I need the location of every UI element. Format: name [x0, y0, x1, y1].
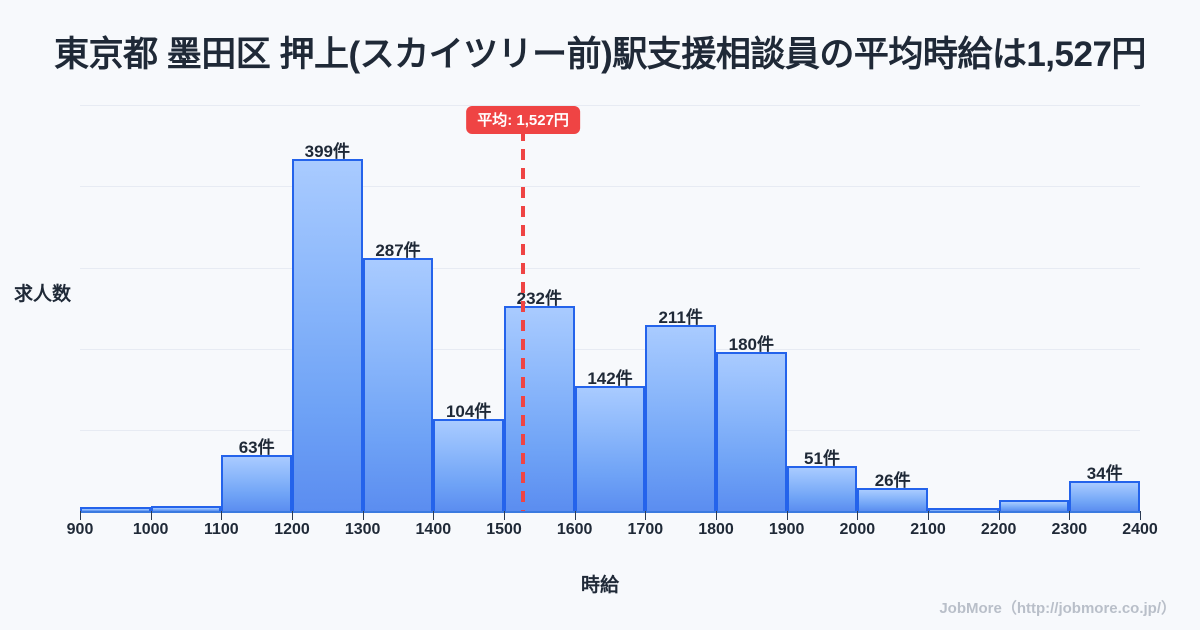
y-axis-title: 求人数	[14, 284, 72, 305]
x-axis-tick	[786, 511, 788, 520]
x-axis-tick	[716, 511, 717, 520]
bar[interactable]	[433, 419, 504, 511]
x-axis-tick	[362, 511, 364, 520]
x-axis-tick-label: 1300	[344, 521, 381, 538]
bar[interactable]	[716, 352, 787, 511]
average-badge: 平均: 1,527円	[466, 106, 580, 134]
x-axis-tick	[928, 511, 929, 520]
x-axis-tick	[504, 511, 505, 520]
gridline	[80, 105, 1140, 107]
bar-value-label: 232件	[516, 289, 563, 309]
x-axis-tick-label: 1800	[698, 521, 734, 538]
x-axis-tick-label: 2300	[1051, 521, 1088, 538]
gridline	[80, 348, 1140, 350]
bar[interactable]	[857, 488, 928, 511]
x-axis-tick	[433, 511, 435, 520]
x-axis-tick-label: 1100	[203, 521, 239, 538]
bar[interactable]	[150, 505, 222, 511]
x-axis-tick	[998, 511, 1000, 520]
x-axis-tick	[574, 511, 576, 520]
bar[interactable]	[504, 306, 575, 511]
x-axis-tick	[857, 511, 859, 520]
x-axis-tick-label: 2000	[839, 521, 876, 538]
x-axis-tick-label: 1000	[132, 521, 169, 538]
bar-value-label: 63件	[238, 438, 275, 458]
x-axis-baseline	[80, 511, 1140, 513]
bar[interactable]	[1069, 481, 1140, 511]
x-axis-tick	[221, 511, 223, 520]
x-axis-tick-label: 2400	[1122, 521, 1158, 538]
bar-value-label: 211件	[658, 307, 703, 327]
bar[interactable]	[645, 324, 716, 511]
bar-value-label: 104件	[445, 402, 492, 422]
bar[interactable]	[574, 385, 646, 511]
bar-value-label: 142件	[587, 368, 633, 388]
bar-value-label: 287件	[375, 240, 421, 260]
plot-area: 63件 399件 287件 104件 232件 142件 211件 180件 51件 26件 34件	[80, 100, 1140, 511]
page-title: 東京都 墨田区 押上(スカイツリー前)駅支援相談員の平均時給は1,527円	[54, 35, 1146, 74]
bar-value-label: 51件	[804, 449, 840, 469]
x-axis-tick-label: 900	[66, 521, 94, 538]
bar[interactable]	[362, 257, 434, 511]
x-axis-tick	[80, 511, 81, 520]
bar[interactable]	[292, 159, 363, 511]
x-axis-tick-label: 1900	[768, 521, 805, 538]
bar-value-label: 399件	[304, 142, 351, 162]
x-axis-tick-label: 2100	[910, 521, 946, 538]
bar-value-label: 180件	[728, 335, 775, 355]
x-axis-tick-label: 1600	[556, 521, 593, 538]
bar-value-label: 26件	[874, 471, 911, 491]
x-axis-tick-label: 1400	[415, 521, 452, 538]
x-axis-title: 時給	[580, 575, 619, 596]
bar-value-label: 34件	[1086, 464, 1123, 483]
x-axis-tick-label: 1500	[486, 521, 522, 538]
bar[interactable]	[221, 455, 292, 511]
average-line	[521, 130, 526, 511]
footer-attribution: JobMore（http://jobmore.co.jp/）	[939, 600, 1176, 617]
gridline	[80, 186, 1140, 188]
x-axis-tick	[150, 511, 152, 520]
bar[interactable]	[786, 466, 858, 511]
gridline	[80, 267, 1140, 269]
bar[interactable]	[80, 507, 151, 511]
x-axis-tick	[1140, 511, 1141, 520]
bar[interactable]	[998, 499, 1070, 511]
x-axis-tick	[1069, 511, 1071, 520]
x-axis-tick-label: 2200	[980, 521, 1017, 538]
bar[interactable]	[928, 508, 999, 511]
x-axis-tick-label: 1200	[274, 521, 310, 538]
x-axis-tick-label: 1700	[627, 521, 664, 538]
x-axis-tick	[292, 511, 293, 520]
x-axis-tick	[645, 511, 647, 520]
